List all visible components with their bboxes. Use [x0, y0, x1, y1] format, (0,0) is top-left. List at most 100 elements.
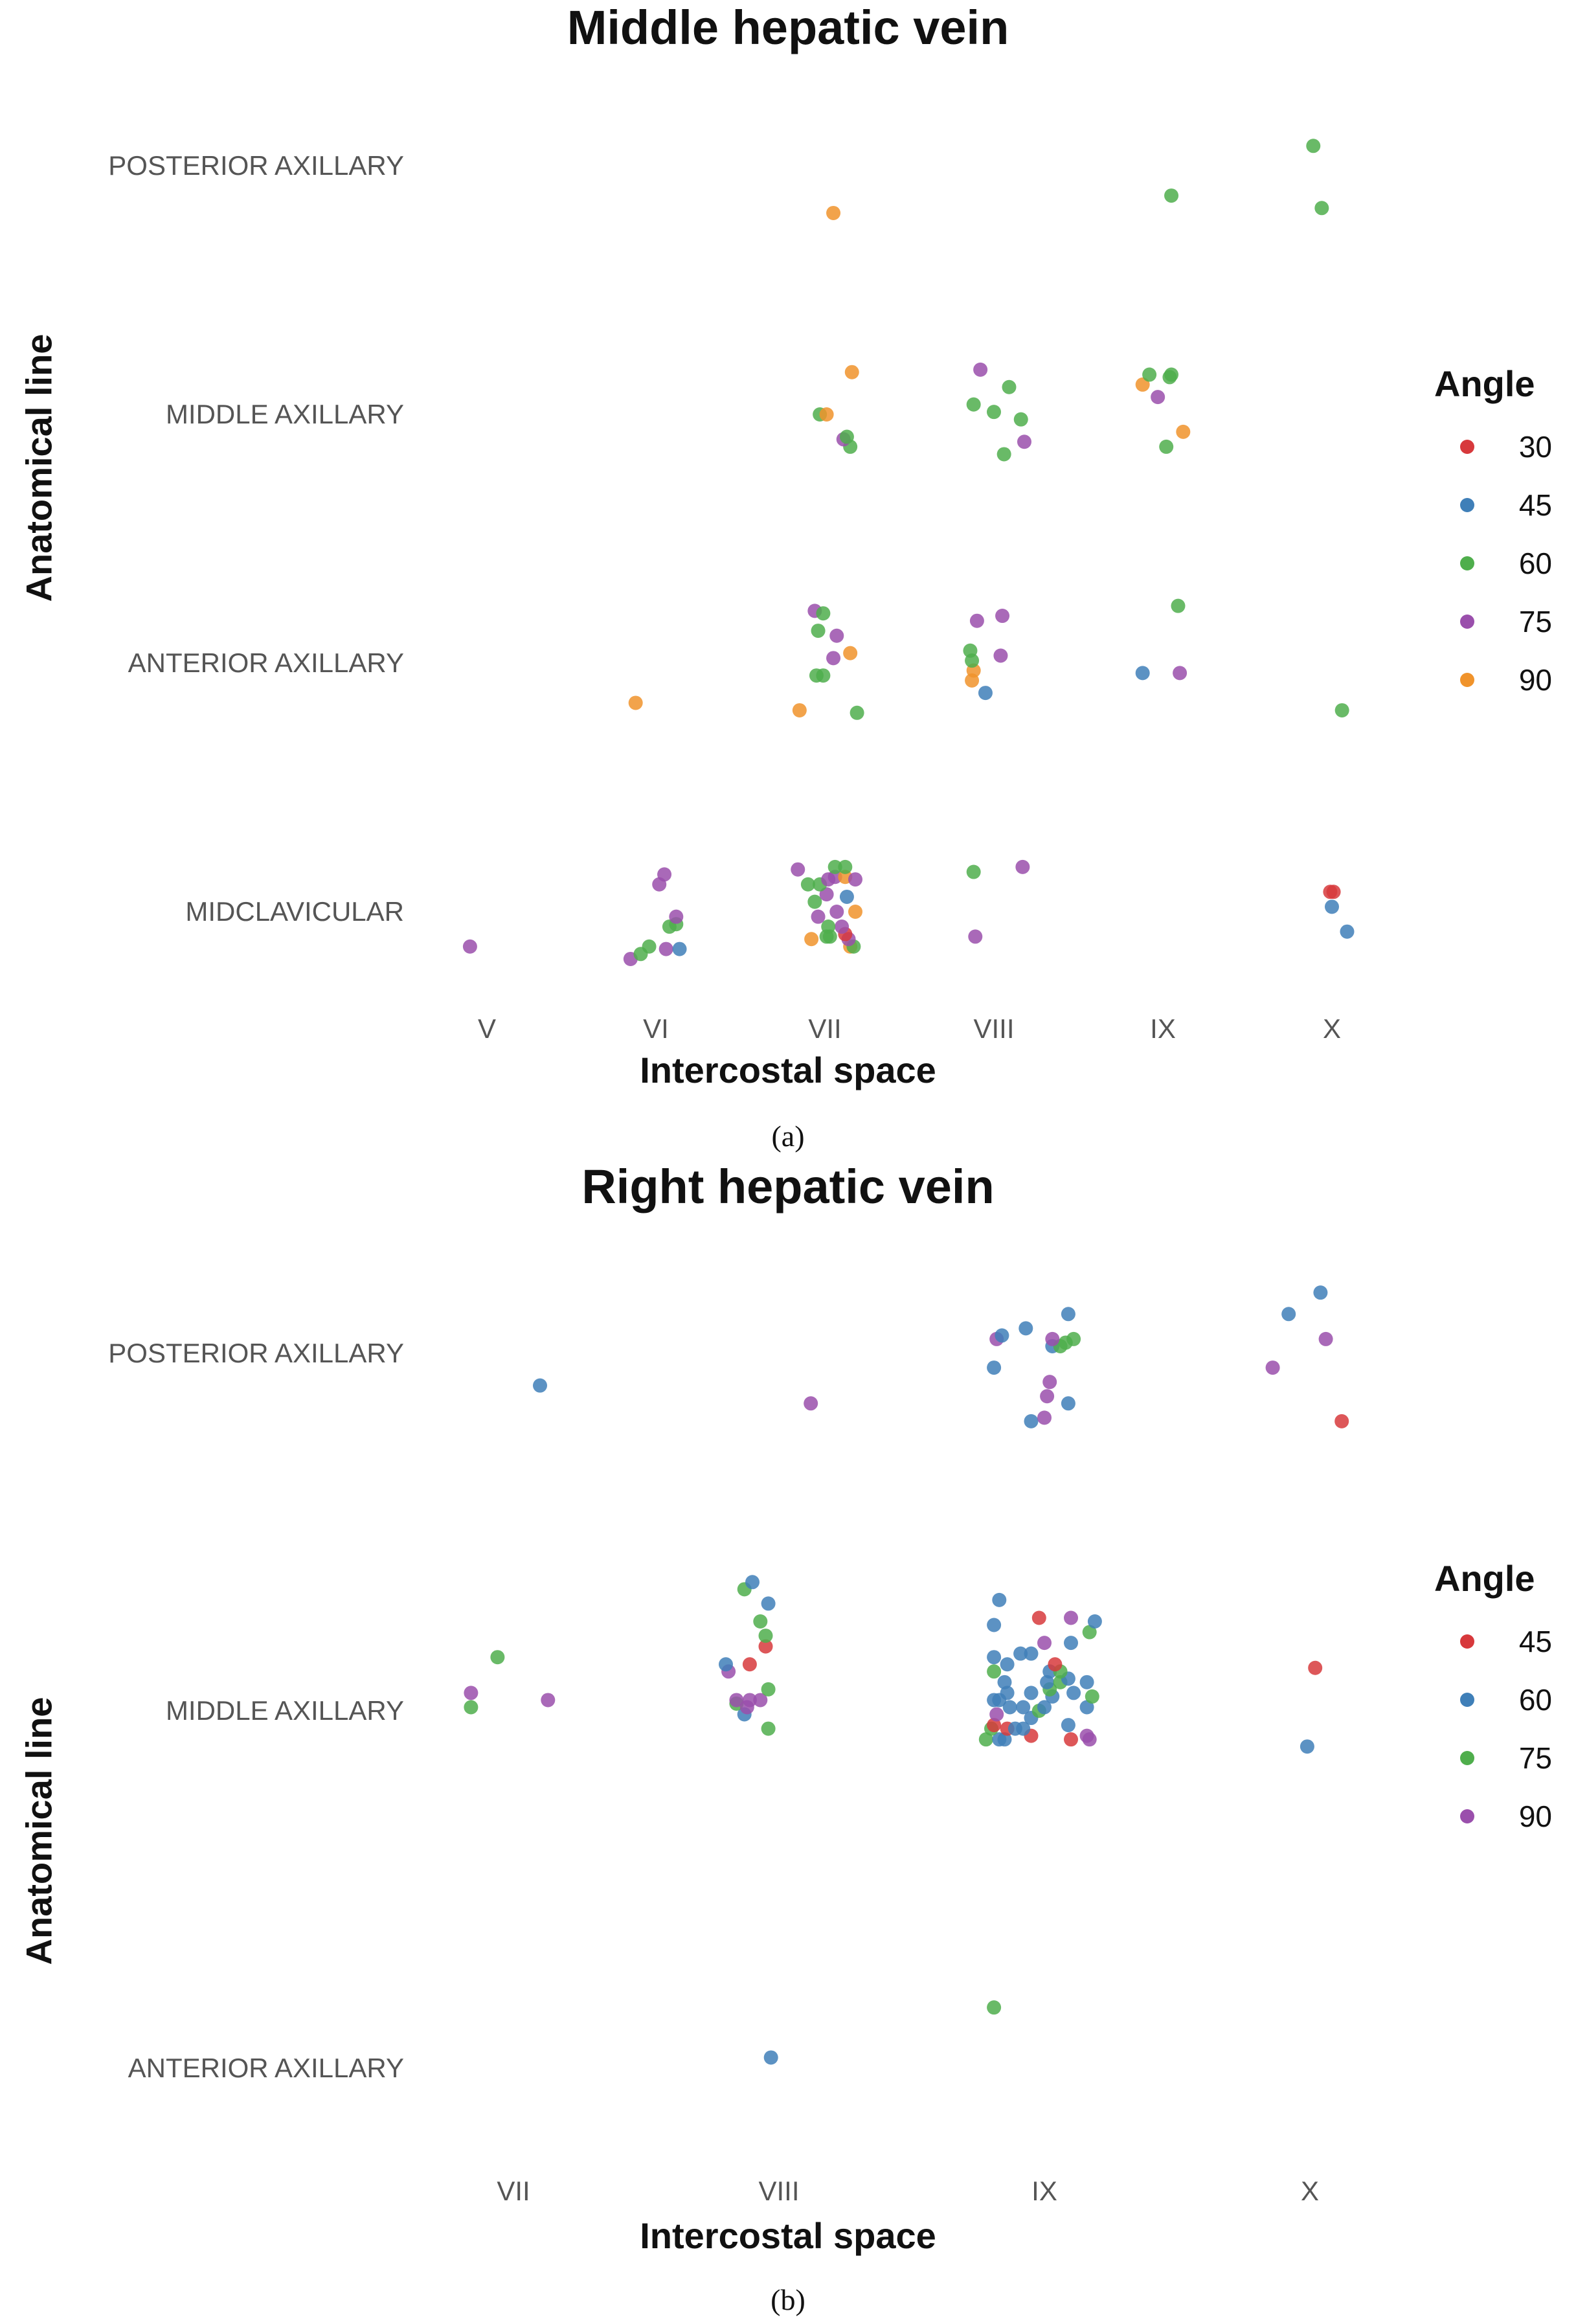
data-point-angle-60 [827, 859, 842, 874]
data-point-angle-60 [1016, 1721, 1031, 1736]
legend-title: Angle [1434, 363, 1535, 404]
data-point-angle-75 [1173, 666, 1188, 681]
data-point-angle-60 [761, 1596, 776, 1611]
x-tick-label: VII [808, 1013, 842, 1044]
legend-label: 60 [1518, 1683, 1552, 1717]
x-tick-label: IX [1031, 2176, 1057, 2206]
x-tick-label: V [477, 1013, 497, 1044]
data-point-angle-60 [1061, 1718, 1075, 1733]
y-tick-label: MIDCLAVICULAR [185, 896, 404, 927]
legend-item: 75 [1434, 1729, 1552, 1787]
data-point-angle-45 [1135, 666, 1150, 681]
data-point-angle-60 [997, 1675, 1012, 1689]
data-point-angle-90 [804, 932, 819, 947]
data-point-angle-90 [826, 205, 841, 220]
legend-item: 45 [1434, 476, 1552, 534]
legend: Angle 45 60 75 90 [1434, 1557, 1552, 1845]
data-point-angle-75 [669, 909, 684, 924]
data-point-angle-60 [1064, 1636, 1078, 1651]
data-point-angle-75 [464, 1700, 478, 1715]
legend-swatch [1460, 498, 1474, 512]
data-point-angle-60 [1162, 370, 1177, 385]
data-point-angle-60 [996, 447, 1011, 462]
data-point-angle-75 [761, 1721, 776, 1736]
data-point-angle-75 [995, 609, 1010, 624]
data-point-angle-45 [1031, 1610, 1046, 1625]
data-point-angle-75 [1017, 434, 1031, 449]
data-point-angle-60 [1013, 1646, 1028, 1661]
data-point-angle-60 [1024, 1646, 1039, 1661]
data-point-angle-75 [826, 651, 841, 666]
data-point-angle-60 [1037, 1700, 1052, 1715]
legend-swatch [1460, 1634, 1474, 1649]
data-point-angle-60 [1171, 598, 1186, 613]
data-point-angle-60 [811, 624, 826, 638]
data-point-angle-60 [816, 606, 831, 621]
data-point-angle-45 [742, 1657, 757, 1672]
x-axis-title: Intercostal space [640, 1050, 936, 1090]
data-point-angle-90 [843, 646, 858, 660]
data-point-angle-60 [1066, 1686, 1081, 1700]
caption-b: (b) [771, 2283, 805, 2316]
data-point-angle-60 [719, 1657, 733, 1672]
x-tick-label: VII [497, 2176, 530, 2206]
data-point-angle-60 [763, 2050, 778, 2065]
legend-swatch [1460, 556, 1474, 570]
data-point-angle-90 [804, 1396, 818, 1411]
legend-label: 90 [1518, 1799, 1552, 1833]
data-point-angle-60 [1040, 1675, 1055, 1689]
data-point-angle-60 [533, 1378, 547, 1393]
data-point-angle-90 [1037, 1410, 1052, 1425]
legend-label: 60 [1518, 547, 1552, 580]
data-point-angle-30 [1326, 885, 1341, 899]
data-point-angle-60 [1000, 1686, 1015, 1700]
chart-title: Middle hepatic vein [567, 1, 1009, 54]
data-point-angle-90 [1040, 1389, 1055, 1404]
legend-label: 90 [1518, 663, 1552, 697]
data-point-angle-75 [657, 867, 672, 882]
data-point-angle-90 [1176, 424, 1191, 439]
data-point-angle-75 [761, 1682, 776, 1697]
data-point-angle-75 [791, 862, 805, 877]
x-tick-label: X [1322, 1013, 1342, 1044]
data-point-angle-90 [1042, 1375, 1057, 1390]
data-point-angle-60 [995, 1328, 1009, 1343]
data-point-angle-45 [1325, 899, 1339, 914]
data-point-angle-45 [1308, 1660, 1323, 1675]
data-point-angle-60 [1300, 1739, 1314, 1754]
caption-a: (a) [771, 1120, 805, 1153]
data-point-angle-45 [1064, 1732, 1078, 1747]
data-point-angle-60 [1314, 201, 1329, 216]
data-point-angle-75 [753, 1614, 768, 1629]
data-point-angle-60 [821, 919, 836, 934]
data-point-angle-75 [978, 1732, 993, 1747]
data-point-angle-75 [829, 628, 844, 643]
data-point-angle-45 [1340, 924, 1355, 939]
data-point-angle-90 [1037, 1636, 1052, 1651]
data-point-angle-60 [1061, 1396, 1075, 1411]
data-point-angle-60 [966, 864, 981, 879]
data-point-angle-75 [829, 905, 844, 919]
data-point-angle-75 [490, 1650, 505, 1665]
y-tick-label: POSTERIOR AXILLARY [108, 150, 404, 181]
x-axis-title: Intercostal space [640, 2215, 936, 2256]
data-point-angle-45 [672, 942, 687, 956]
legend-swatch [1460, 615, 1474, 629]
data-point-angle-60 [1002, 1700, 1017, 1715]
data-point-angle-90 [729, 1693, 744, 1708]
data-point-angle-75 [969, 613, 984, 628]
data-point-angle-60 [642, 939, 657, 954]
data-point-angle-75 [758, 1629, 773, 1643]
legend-swatch [1460, 1809, 1474, 1823]
data-point-angle-90 [464, 1686, 478, 1700]
data-point-angle-75 [848, 872, 862, 887]
data-point-angle-60 [987, 405, 1001, 420]
data-point-angle-75 [1082, 1625, 1097, 1640]
data-point-angle-60 [997, 1732, 1012, 1747]
data-point-angle-75 [1085, 1689, 1099, 1704]
data-point-angle-90 [1135, 377, 1150, 392]
data-point-angle-75 [827, 870, 842, 885]
data-point-angle-45 [987, 1718, 1002, 1733]
data-point-angle-60 [987, 1650, 1002, 1665]
data-point-angle-90 [541, 1693, 556, 1708]
